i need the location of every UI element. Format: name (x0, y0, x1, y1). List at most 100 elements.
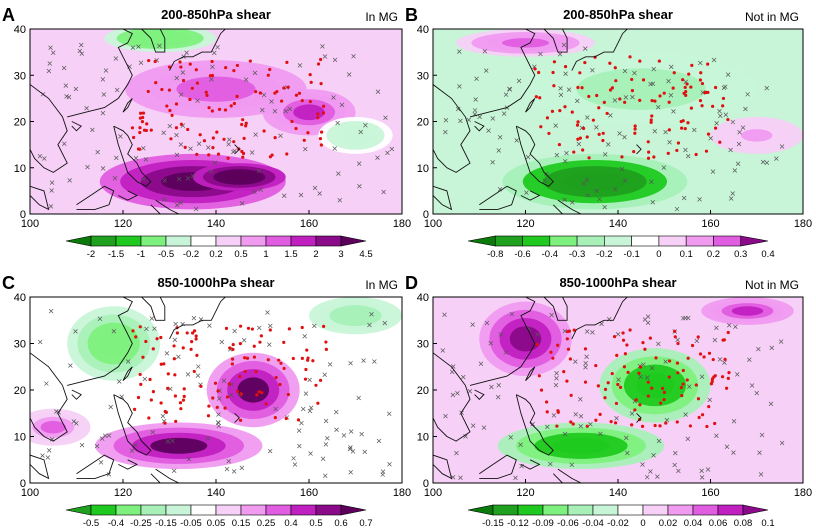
significance-cross (458, 118, 463, 124)
significance-dot (147, 58, 151, 63)
significance-cross (174, 152, 180, 158)
y-tick-label: 0 (423, 478, 429, 490)
significance-cross (455, 391, 460, 396)
significance-dot (648, 336, 653, 340)
significance-dot (188, 62, 192, 66)
significance-dot (688, 424, 693, 428)
significance-cross (165, 439, 171, 444)
significance-cross (717, 357, 723, 362)
significance-cross (699, 374, 705, 379)
significance-cross (174, 202, 180, 208)
colorbar-label: -0.09 (532, 518, 554, 528)
significance-dot (556, 343, 560, 347)
significance-dot (633, 131, 637, 135)
significance-cross (160, 413, 166, 419)
significance-dot (316, 116, 320, 120)
colorbar-label: 0.04 (684, 518, 703, 528)
significance-dot (535, 342, 539, 347)
significance-cross (749, 383, 755, 388)
significance-cross (497, 135, 503, 140)
significance-dot (280, 99, 284, 103)
significance-cross (672, 462, 677, 468)
significance-dot (224, 66, 228, 70)
colorbar-label: 0.08 (734, 518, 753, 528)
contour-region-min (97, 330, 130, 357)
y-tick-label: 40 (14, 292, 26, 304)
significance-dot (622, 365, 627, 369)
significance-cross (209, 77, 214, 82)
colorbar-label: -0.02 (607, 518, 629, 528)
colorbar-label: 0.2 (707, 249, 720, 260)
colorbar-swatch (576, 235, 605, 247)
contour-region-max (150, 437, 208, 454)
significance-cross (103, 433, 108, 439)
significance-dot (306, 131, 310, 135)
significance-cross (302, 333, 307, 339)
significance-dot (216, 389, 220, 393)
significance-dot (232, 101, 237, 106)
significance-cross (490, 160, 495, 165)
significance-cross (42, 156, 47, 161)
significance-cross (503, 92, 509, 97)
significance-dot (608, 61, 612, 65)
significance-dot (273, 91, 277, 95)
coastline (474, 121, 485, 132)
colorbar-label: 1 (263, 249, 268, 260)
significance-cross (640, 462, 645, 467)
significance-cross (162, 178, 167, 183)
x-tick-label: 140 (609, 487, 627, 499)
significance-cross (597, 196, 602, 202)
significance-dot (154, 80, 158, 85)
significance-cross (673, 450, 678, 456)
significance-dot (700, 104, 704, 108)
x-tick-label: 180 (393, 487, 411, 499)
colorbar-swatch (115, 504, 142, 516)
significance-cross (590, 67, 595, 73)
significance-cross (778, 339, 784, 344)
significance-cross (312, 185, 318, 191)
contour-field (433, 297, 803, 483)
significance-dot (562, 370, 566, 374)
colorbar-label: 0.4 (284, 518, 297, 528)
significance-cross (141, 146, 146, 151)
significance-dot (222, 137, 226, 141)
significance-cross (707, 397, 712, 403)
significance-cross (350, 449, 356, 454)
significance-cross (655, 104, 661, 110)
significance-dot (242, 136, 246, 140)
significance-dot (316, 401, 320, 405)
colorbar-label: 0.1 (761, 518, 774, 528)
significance-dot (687, 72, 691, 76)
significance-dot (245, 356, 250, 360)
significance-cross (754, 390, 760, 396)
significance-cross (714, 120, 719, 126)
significance-cross (442, 312, 447, 318)
significance-cross (683, 147, 688, 153)
coastline (141, 29, 166, 53)
colorbar-label: -0.4 (542, 249, 558, 260)
colorbar-label: -0.25 (130, 518, 152, 528)
significance-dot (686, 356, 690, 360)
coastline (150, 199, 179, 214)
significance-cross (347, 446, 353, 452)
significance-cross (623, 95, 629, 100)
significance-cross (712, 337, 718, 343)
significance-cross (133, 442, 138, 448)
significance-dot (585, 424, 589, 428)
contour-region-max (509, 326, 542, 352)
significance-dot (587, 156, 591, 160)
colorbar-label: 0.15 (232, 518, 251, 528)
colorbar-label: -0.15 (482, 518, 504, 528)
significance-cross (152, 326, 157, 331)
significance-cross (714, 325, 719, 331)
coastline (122, 366, 133, 382)
significance-cross (622, 178, 628, 183)
significance-dot (153, 59, 157, 64)
colorbar-swatch (592, 504, 619, 516)
significance-cross (585, 115, 590, 120)
significance-cross (516, 78, 522, 84)
significance-cross (73, 329, 78, 334)
significance-cross (215, 44, 220, 50)
coastline (469, 297, 536, 386)
significance-dot (613, 421, 618, 425)
